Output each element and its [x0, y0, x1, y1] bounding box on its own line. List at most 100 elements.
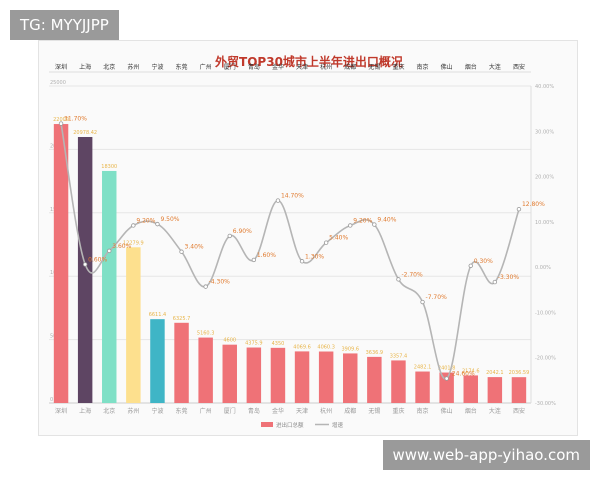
top-category-label: 天津: [296, 64, 308, 71]
left-axis-tick-label: 25000: [50, 80, 66, 86]
bar: [511, 377, 527, 403]
bar: [391, 360, 406, 403]
x-category-label: 金华: [272, 407, 284, 415]
bar-value-label: 6611.4: [149, 312, 167, 318]
legend-bar-label: 进出口总额: [276, 421, 304, 429]
growth-point: [420, 299, 425, 305]
top-category-label: 广州: [200, 63, 212, 71]
growth-value-label: 1.60%: [257, 252, 276, 259]
x-category-label: 无锡: [368, 407, 380, 415]
right-axis-tick-label: 40.00%: [535, 84, 554, 90]
growth-point: [131, 223, 136, 228]
top-category-label: 苏州: [127, 63, 139, 71]
growth-value-label: -4.30%: [209, 279, 231, 286]
legend-line-label: 增速: [332, 421, 344, 429]
growth-value-label: 14.70%: [281, 193, 304, 200]
right-axis-tick-label: -10.00%: [535, 310, 556, 316]
growth-point: [299, 259, 305, 264]
top-category-label: 重庆: [392, 63, 404, 71]
growth-value-label: 0.60%: [88, 256, 107, 263]
growth-point: [155, 221, 160, 227]
bar-value-label: 12279.9: [123, 240, 144, 246]
bar: [150, 319, 165, 403]
bar: [294, 351, 310, 403]
bar-value-label: 3909.6: [342, 346, 360, 352]
growth-value-label: -7.70%: [426, 294, 448, 301]
bar-value-label: 2042.1: [486, 370, 504, 376]
growth-point: [348, 223, 353, 228]
right-axis-tick-label: 0.00%: [535, 265, 551, 271]
growth-value-label: 3.40%: [185, 244, 204, 251]
legend-bar-swatch: [261, 422, 273, 427]
bar: [463, 375, 478, 403]
growth-value-labels: 31.70% 0.60% 3.60% 9.20% 9.50% 3.40% -4.30% 6.9…: [64, 116, 545, 378]
x-category-label: 厦门: [224, 407, 236, 415]
bar-value-label: 4069.6: [293, 344, 311, 350]
bar: [174, 322, 189, 403]
x-category-label: 杭州: [320, 407, 332, 415]
growth-value-label: 1.30%: [305, 253, 324, 260]
growth-point: [203, 284, 208, 289]
top-category-label: 深圳: [55, 63, 67, 71]
chart-legend: 进出口总额 增速: [261, 421, 344, 429]
chart-panel: 外贸TOP30城市上半年进出口概况 深圳 上海 北京 苏州 宁波 东莞 广州 厦门 青岛 金华 天津…: [38, 40, 578, 436]
x-category-label: 东莞: [176, 407, 188, 415]
growth-value-label: 3.60%: [112, 243, 131, 250]
bar: [415, 371, 430, 403]
bar: [343, 353, 358, 403]
top-category-labels: 深圳 上海 北京 苏州 宁波 东莞 广州 厦门 青岛 金华 天津 杭州 成都 无锡 重庆 南京 佛山 烟台 大连 西安: [55, 63, 525, 71]
bar-value-labels: 22000 20978.42 18300 12279.9 6611.4 6325.7 516…: [53, 117, 529, 376]
right-axis-tick-label: -30.00%: [535, 401, 556, 407]
growth-point: [516, 206, 522, 212]
x-category-label: 天津: [296, 408, 308, 415]
bar-value-label: 3636.9: [366, 350, 384, 356]
x-category-label: 苏州: [127, 407, 139, 415]
top-category-label: 南京: [417, 63, 429, 71]
growth-value-label: 9.50%: [160, 216, 179, 223]
growth-point: [275, 198, 281, 203]
growth-value-label: 6.90%: [233, 228, 252, 235]
bar: [246, 347, 262, 403]
right-axis-tick-label: -20.00%: [535, 356, 556, 362]
chart-title: 外贸TOP30城市上半年进出口概况: [215, 54, 403, 69]
x-category-label: 重庆: [392, 407, 404, 415]
city-trade-chart: 外贸TOP30城市上半年进出口概况 深圳 上海 北京 苏州 宁波 东莞 广州 厦门 青岛 金华 天津…: [49, 54, 556, 429]
growth-point: [468, 263, 473, 268]
bar-value-label: 22000: [53, 117, 69, 123]
top-category-label: 佛山: [441, 63, 453, 71]
left-axis-tick-label: 0: [50, 397, 53, 403]
x-category-label: 成都: [344, 407, 356, 415]
bar: [270, 347, 286, 403]
growth-point: [372, 222, 377, 227]
bar: [318, 351, 334, 403]
top-category-label: 东莞: [176, 63, 188, 71]
x-category-label: 大连: [489, 407, 501, 415]
bar: [487, 377, 503, 403]
top-category-label: 大连: [489, 63, 501, 71]
top-category-label: 西安: [513, 63, 525, 71]
growth-point: [58, 121, 64, 126]
bar-value-label: 4350: [272, 341, 285, 347]
x-axis-category-labels: 深圳 上海 北京 苏州 宁波 东莞 广州 厦门 青岛 金华 天津 杭州 成都 无锡 重庆 南京 佛山 烟台 大连 西安: [55, 407, 525, 415]
x-category-label: 广州: [200, 407, 212, 415]
right-axis-tick-label: 20.00%: [535, 175, 554, 181]
growth-point: [444, 376, 449, 381]
bar-value-label: 18300: [101, 164, 117, 170]
bottom-watermark: www.web-app-yihao.com: [382, 440, 590, 470]
growth-value-label: -24.60%: [450, 371, 475, 378]
growth-point: [107, 248, 112, 254]
bar: [126, 247, 141, 403]
growth-value-label: 12.80%: [522, 201, 545, 208]
growth-value-label: 31.70%: [64, 116, 87, 123]
bar-value-label: 6325.7: [173, 316, 191, 322]
top-watermark: TG: MYYJJPP: [10, 10, 119, 40]
right-axis-ticks: -30.00% -20.00% -10.00% 0.00% 10.00% 20.00% 30…: [535, 84, 556, 407]
growth-point: [227, 233, 232, 239]
bar-value-label: 2401.8: [438, 366, 456, 372]
top-category-label: 上海: [79, 63, 91, 71]
bar-series: [53, 124, 527, 403]
x-category-label: 南京: [417, 407, 429, 415]
top-category-label: 青岛: [248, 63, 260, 71]
bar-value-label: 3357.4: [390, 353, 408, 359]
growth-value-label: -2.70%: [401, 271, 423, 278]
